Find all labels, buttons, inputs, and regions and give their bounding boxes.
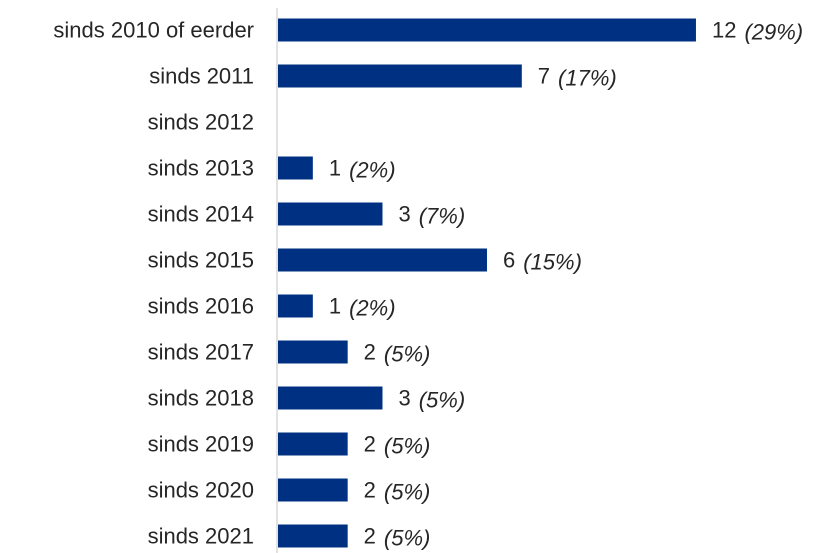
bar [278,64,522,88]
bar [278,524,348,548]
value-label: 2 [364,524,376,549]
percent-label: (5%) [384,480,430,505]
value-label: 12 [712,18,736,43]
category-label: sinds 2019 [148,432,254,457]
percent-label: (2%) [349,158,395,183]
bar [278,294,313,318]
value-label: 2 [364,432,376,457]
category-label: sinds 2012 [148,110,254,135]
category-label: sinds 2017 [148,340,254,365]
value-label: 3 [398,202,410,227]
percent-label: (5%) [384,342,430,367]
bar [278,18,696,42]
value-label: 6 [503,248,515,273]
category-label: sinds 2020 [148,478,254,503]
percent-label: (5%) [384,434,430,459]
bar [278,340,348,364]
category-label: sinds 2015 [148,248,254,273]
category-label: sinds 2018 [148,386,254,411]
bar [278,432,348,456]
percent-label: (15%) [523,250,582,275]
category-label: sinds 2013 [148,156,254,181]
percent-label: (2%) [349,296,395,321]
bars-layer [278,18,696,548]
category-label: sinds 2010 of eerder [53,18,254,43]
value-label: 7 [538,64,550,89]
bar [278,386,383,410]
value-label: 2 [364,340,376,365]
bar [278,202,383,226]
category-label: sinds 2016 [148,294,254,319]
percent-label: (5%) [384,526,430,551]
category-label: sinds 2011 [149,64,254,89]
category-label: sinds 2021 [148,524,254,549]
percent-label: (5%) [419,388,465,413]
value-label: 3 [398,386,410,411]
bar [278,248,487,272]
percent-label: (7%) [419,204,465,229]
bar [278,156,313,180]
category-label: sinds 2014 [148,202,254,227]
percent-label: (29%) [744,20,803,45]
value-label: 1 [329,294,341,319]
percent-label: (17%) [558,66,617,91]
labels-layer: sinds 2010 of eerder 12 (29%)sinds 2011 7 (1… [53,18,803,551]
value-label: 2 [364,478,376,503]
value-label: 1 [329,156,341,181]
bar [278,478,348,502]
